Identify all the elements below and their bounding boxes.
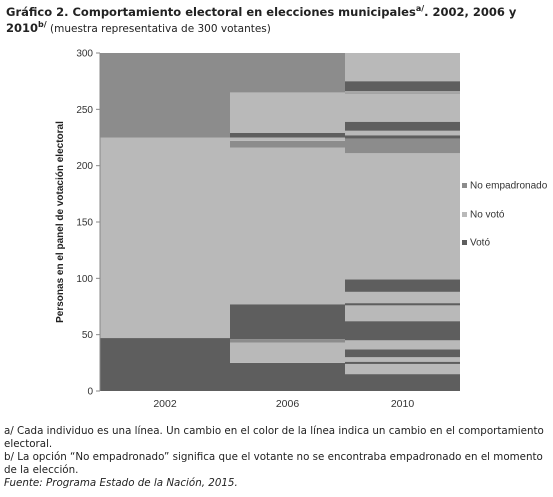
bar-segment-2010-6 [345,321,460,341]
bar-segment-2002-2 [100,53,230,138]
title-sup-a: a/ [415,4,425,14]
bar-segment-2010-5 [345,340,460,350]
legend-label-2: Votó [470,238,490,249]
bar-segment-2010-9 [345,291,460,304]
stacked-bar-chart: 0 50 100 150 200 250 300 2002 2006 2010 Personas… [55,49,548,411]
bar-segment-2010-17 [345,92,460,94]
bars-layer [100,53,460,391]
bar-segment-2006-4 [230,147,345,305]
legend-swatch-1 [462,212,467,217]
bar-segment-2010-0 [345,374,460,391]
bar-segment-2010-1 [345,363,460,375]
y-tick-label-50: 50 [82,330,94,341]
chart-title: Gráfico 2. Comportamiento electoral en e… [6,4,526,37]
bar-segment-2006-2 [230,339,345,343]
footnote-b: b/ La opción “No empadronado” significa … [4,451,543,476]
bar-segment-2010-20 [345,53,460,82]
footnote-a: a/ Cada individuo es una línea. Un cambi… [4,425,544,450]
bar-segment-2006-3 [230,304,345,340]
y-tick-label-300: 300 [76,49,93,60]
x-axis-labels: 2002 2006 2010 [153,398,414,410]
y-axis-ticks: 0 50 100 150 200 250 300 [76,49,100,398]
title-years: . 2002, 2006 y 2010 [6,5,517,35]
bar-segment-2010-10 [345,279,460,292]
title-sup-b: b/ [38,20,47,30]
bar-segment-2010-2 [345,361,460,364]
chart-subtitle: (muestra representativa de 300 votantes) [46,23,271,35]
bar-segment-2006-1 [230,342,345,363]
title-main: Gráfico 2. Comportamiento electoral en e… [6,5,416,19]
x-tick-label-2010: 2010 [391,398,415,410]
bar-segment-2010-11 [345,153,460,280]
bar-segment-2010-13 [345,135,460,139]
legend-label-0: No empadronado [470,181,548,192]
bar-segment-2006-5 [230,140,345,148]
bar-segment-2006-8 [230,92,345,133]
source-note: Fuente: Programa Estado de la Nación, 20… [4,477,238,489]
legend: No empadronado No votó Votó [462,181,548,249]
x-tick-label-2002: 2002 [153,398,177,410]
y-axis-label: Personas en el panel de votación elector… [55,121,66,323]
bar-segment-2010-8 [345,303,460,306]
y-tick-label-0: 0 [87,387,93,398]
x-tick-label-2006: 2006 [276,398,300,410]
legend-swatch-0 [462,183,467,188]
y-tick-label-150: 150 [76,218,93,229]
legend-swatch-2 [462,240,467,245]
bar-segment-2006-7 [230,132,345,138]
y-tick-label-200: 200 [76,161,93,172]
bar-segment-2010-19 [345,81,460,92]
bar-segment-2010-18 [345,91,460,93]
bar-segment-2010-4 [345,349,460,358]
bar-segment-2010-7 [345,305,460,322]
bar-segment-2010-15 [345,121,460,131]
legend-label-1: No votó [470,210,505,221]
y-tick-label-100: 100 [76,274,93,285]
bar-segment-2010-14 [345,130,460,136]
bar-segment-2006-6 [230,137,345,141]
bar-segment-2010-16 [345,93,460,122]
bar-segment-2006-9 [230,53,345,93]
bar-segment-2006-0 [230,362,345,391]
bar-segment-2002-1 [100,137,230,339]
bar-segment-2010-12 [345,138,460,154]
y-tick-label-250: 250 [76,105,93,116]
bar-segment-2010-3 [345,357,460,362]
bar-segment-2002-0 [100,338,230,391]
footnotes: a/ Cada individuo es una línea. Un cambi… [4,425,549,490]
